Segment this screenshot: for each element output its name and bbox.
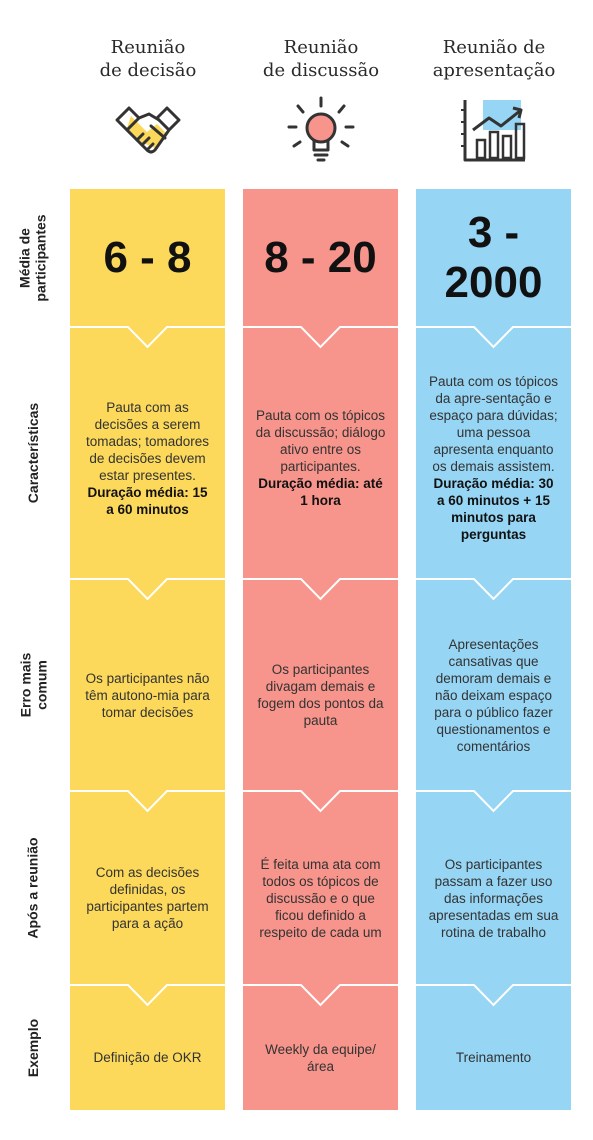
duration-text: Duração média: 30 a 60 minutos + 15 minu… bbox=[433, 476, 554, 542]
chevron-divider bbox=[416, 790, 571, 813]
column-header-discussion: Reunião de discussão bbox=[241, 36, 401, 82]
chevron-divider bbox=[416, 326, 571, 349]
characteristics-text: Pauta com os tópicos da apre-sentação e … bbox=[428, 374, 559, 474]
example-text: Treinamento bbox=[455, 1050, 532, 1065]
after-meeting-text: É feita uma ata com todos os tópicos de … bbox=[259, 856, 382, 940]
participants-value: 3 - 2000 bbox=[444, 208, 543, 307]
common-error-text: Os participantes não têm autono-mia para… bbox=[85, 670, 210, 720]
chevron-divider bbox=[243, 790, 398, 813]
chevron-divider bbox=[70, 578, 225, 601]
column-title: Reunião de discussão bbox=[262, 37, 380, 81]
chevron-divider bbox=[70, 326, 225, 349]
example-text: Definição de OKR bbox=[93, 1050, 202, 1065]
row-label-characteristics: Características bbox=[25, 402, 41, 504]
column-title: Reunião de decisão bbox=[99, 37, 197, 81]
characteristics-cell: Pauta com as decisões a serem tomadas; t… bbox=[70, 339, 225, 577]
column-discussion: 8 - 20 Pauta com os tópicos da discussão… bbox=[243, 189, 398, 1110]
chevron-divider bbox=[70, 984, 225, 1007]
row-label-example: Exemplo bbox=[24, 1018, 41, 1077]
chevron-divider bbox=[243, 326, 398, 349]
row-label-after-meeting: Após a reunião bbox=[25, 837, 42, 939]
example-text: Weekly da equipe/área bbox=[265, 1041, 376, 1074]
characteristics-cell: Pauta com os tópicos da apre-sentação e … bbox=[416, 339, 571, 577]
bar-chart-icon bbox=[461, 100, 526, 162]
chevron-divider bbox=[416, 578, 571, 601]
participants-value: 6 - 8 bbox=[103, 233, 192, 282]
chevron-divider bbox=[70, 790, 225, 813]
after-meeting-text: Com as decisões definidas, os participan… bbox=[86, 865, 209, 931]
duration-text: Duração média: até 1 hora bbox=[258, 476, 383, 508]
column-decision: 6 - 8 Pauta com as decisões a serem toma… bbox=[70, 189, 225, 1110]
chevron-divider bbox=[416, 984, 571, 1007]
common-error-text: Apresentações cansativas que demoram dem… bbox=[434, 636, 553, 754]
duration-text: Duração média: 15 a 60 minutos bbox=[87, 484, 208, 517]
column-header-presentation: Reunião de apresentação bbox=[414, 36, 574, 82]
lightbulb-icon bbox=[287, 96, 355, 162]
common-error-text: Os participantes divagam demais e fogem … bbox=[257, 662, 384, 728]
chevron-divider bbox=[243, 578, 398, 601]
participants-value: 8 - 20 bbox=[264, 233, 377, 282]
row-label-common-error: Erro mais comum bbox=[17, 652, 49, 718]
characteristics-text: Pauta com as decisões a serem tomadas; t… bbox=[85, 399, 210, 483]
characteristics-text: Pauta com os tópicos da discussão; diálo… bbox=[255, 408, 386, 474]
column-header-decision: Reunião de decisão bbox=[68, 36, 228, 82]
column-presentation: 3 - 2000 Pauta com os tópicos da apre-se… bbox=[416, 189, 571, 1110]
handshake-icon bbox=[115, 106, 181, 154]
after-meeting-text: Os participantes passam a fazer uso das … bbox=[428, 856, 559, 940]
chevron-divider bbox=[243, 984, 398, 1007]
row-label-participants: Média de participantes bbox=[17, 214, 50, 302]
characteristics-cell: Pauta com os tópicos da discussão; diálo… bbox=[243, 339, 398, 577]
column-title: Reunião de apresentação bbox=[432, 37, 556, 81]
